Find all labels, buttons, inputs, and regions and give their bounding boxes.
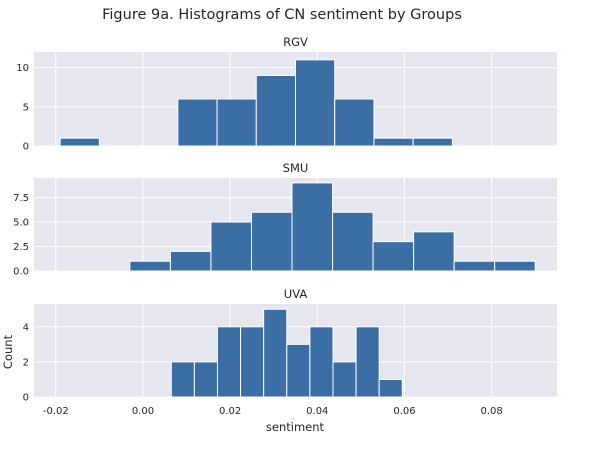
histogram-bar	[169, 250, 212, 272]
panel-smu: 0.0 2.5 5.0 7.5 SMU	[13, 161, 557, 278]
panel-uva: 0 2 4 UVA -0.02 0.00 0.02 0.04 0.06 0.08	[23, 287, 557, 417]
panels-layer: 0 5 10 RGV 0.0 2.5 5.0 7.5 SMU 0 2 4 UVA -0.02 0.00 0.0…	[13, 35, 557, 417]
histogram-bar	[291, 182, 334, 272]
histogram-bar	[378, 378, 403, 398]
figure-title: Figure 9a. Histograms of CN sentiment by…	[102, 7, 462, 23]
y-axis-label: Count	[1, 334, 15, 369]
x-tick-label: 0.04	[306, 406, 328, 417]
x-tick-label: 0.00	[132, 406, 154, 417]
panel-title: UVA	[284, 287, 308, 301]
y-tick-label: 2	[23, 357, 29, 368]
histogram-bar	[59, 137, 100, 147]
y-tick-label: 5.0	[13, 218, 29, 229]
y-tick-label: 7.5	[13, 193, 29, 204]
histogram-bar	[355, 326, 380, 398]
histogram-bar	[332, 211, 374, 272]
histogram-bar	[373, 137, 414, 147]
histogram-bar	[334, 98, 375, 147]
histogram-bar	[453, 260, 496, 272]
histogram-bar	[286, 343, 311, 398]
x-tick-label: -0.02	[43, 406, 69, 417]
histogram-bar	[210, 221, 252, 272]
x-axis-label: sentiment	[266, 420, 325, 434]
y-tick-label: 0	[23, 393, 29, 404]
y-tick-label: 0.0	[13, 267, 29, 278]
panel-title: SMU	[283, 161, 309, 175]
histogram-bar	[177, 98, 218, 147]
histogram-bar	[413, 231, 455, 272]
x-tick-label: 0.08	[480, 406, 502, 417]
y-tick-label: 10	[16, 63, 29, 74]
histogram-bar	[309, 326, 334, 398]
histogram-bar	[240, 326, 265, 398]
histogram-bar	[216, 98, 257, 147]
x-tick-label: 0.06	[393, 406, 415, 417]
histogram-bar	[332, 361, 357, 398]
y-tick-label: 4	[23, 322, 29, 333]
y-tick-label: 2.5	[13, 242, 29, 253]
histogram-bar	[216, 326, 242, 398]
histogram-bar	[494, 260, 536, 272]
histogram-bar	[129, 260, 171, 272]
histogram-bar	[412, 137, 453, 147]
histogram-bar	[170, 361, 195, 398]
histogram-bar	[263, 308, 288, 398]
histogram-bar	[193, 361, 218, 398]
x-tick-label: 0.02	[219, 406, 241, 417]
panel-rgv: 0 5 10 RGV	[16, 35, 557, 153]
y-tick-label: 5	[23, 102, 29, 113]
histogram-bar	[295, 59, 336, 147]
histogram-bar	[250, 211, 293, 272]
histogram-bar	[372, 241, 415, 272]
histogram-bar	[255, 75, 296, 147]
y-tick-label: 0	[23, 142, 29, 153]
panel-title: RGV	[283, 35, 308, 49]
